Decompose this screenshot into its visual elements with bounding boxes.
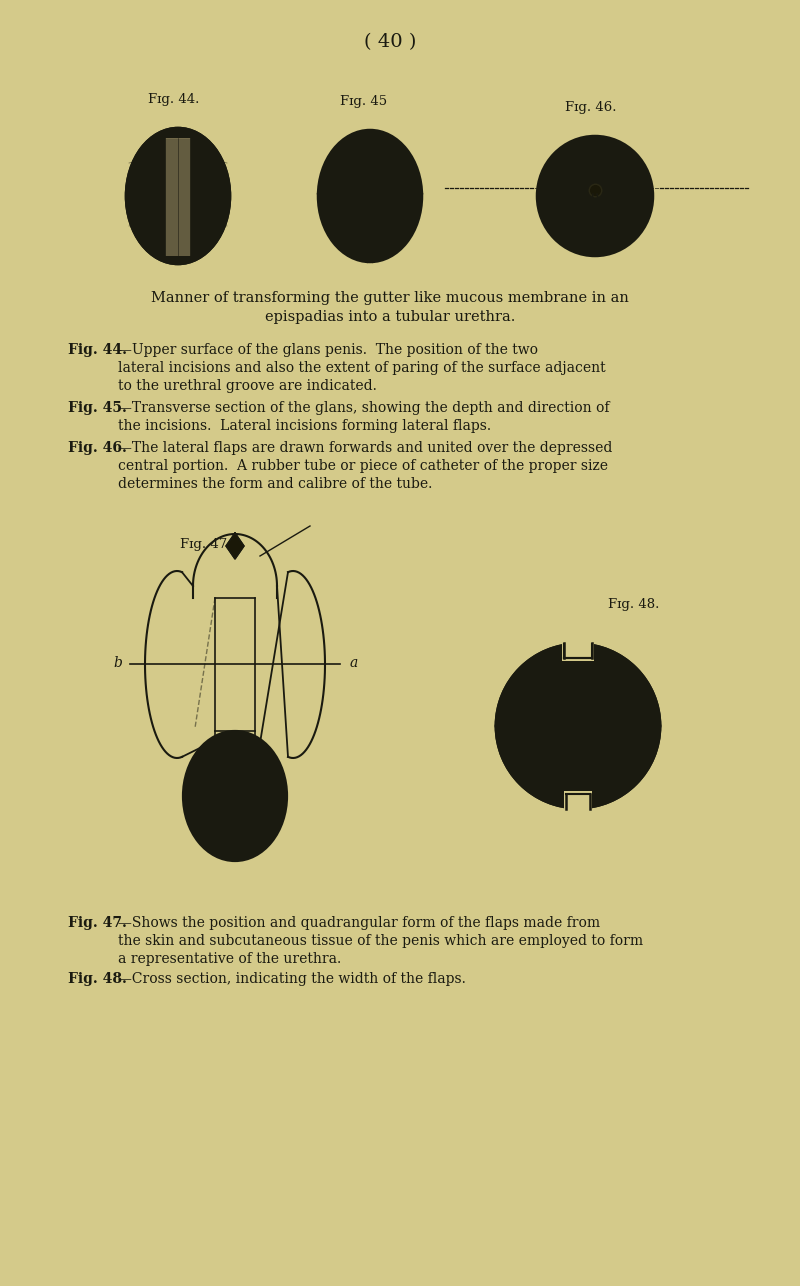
Text: Fɪg. 48.: Fɪg. 48. <box>608 598 659 611</box>
Text: determines the form and calibre of the tube.: determines the form and calibre of the t… <box>118 477 432 491</box>
Text: the skin and subcutaneous tissue of the penis which are employed to form: the skin and subcutaneous tissue of the … <box>118 934 643 948</box>
Text: —Transverse section of the glans, showing the depth and direction of: —Transverse section of the glans, showin… <box>118 401 610 415</box>
Ellipse shape <box>496 644 660 808</box>
Text: Fig. 44.: Fig. 44. <box>68 343 127 358</box>
Text: Fig. 48.: Fig. 48. <box>68 972 127 986</box>
Text: —Cross section, indicating the width of the flaps.: —Cross section, indicating the width of … <box>118 972 466 986</box>
Text: ( 40 ): ( 40 ) <box>364 33 416 51</box>
Ellipse shape <box>183 730 287 862</box>
Text: the incisions.  Lateral incisions forming lateral flaps.: the incisions. Lateral incisions forming… <box>118 419 491 433</box>
Text: —Shows the position and quadrangular form of the flaps made from: —Shows the position and quadrangular for… <box>118 916 600 930</box>
Ellipse shape <box>126 129 230 264</box>
Text: a representative of the urethra.: a representative of the urethra. <box>118 952 342 966</box>
Text: Fig. 46.: Fig. 46. <box>68 441 127 455</box>
Ellipse shape <box>537 136 653 256</box>
Text: Fɪg. 45: Fɪg. 45 <box>340 95 387 108</box>
Polygon shape <box>165 138 191 256</box>
Text: —The lateral flaps are drawn forwards and united over the depressed: —The lateral flaps are drawn forwards an… <box>118 441 612 455</box>
Polygon shape <box>562 640 594 661</box>
Text: to the urethral groove are indicated.: to the urethral groove are indicated. <box>118 379 377 394</box>
Text: central portion.  A rubber tube or piece of catheter of the proper size: central portion. A rubber tube or piece … <box>118 459 608 473</box>
Text: Fɪg. 44.: Fɪg. 44. <box>148 93 199 105</box>
Text: epispadias into a tubular urethra.: epispadias into a tubular urethra. <box>265 310 515 324</box>
Ellipse shape <box>549 154 601 222</box>
Text: Fɪg. 47.: Fɪg. 47. <box>180 538 231 550</box>
Text: b: b <box>113 656 122 670</box>
Text: lateral incisions and also the extent of paring of the surface adjacent: lateral incisions and also the extent of… <box>118 361 606 376</box>
Text: Fɪg. 46.: Fɪg. 46. <box>565 102 617 114</box>
Polygon shape <box>564 791 592 811</box>
Text: Manner of transforming the gutter like mucous membrane in an: Manner of transforming the gutter like m… <box>151 291 629 305</box>
Ellipse shape <box>201 746 269 836</box>
Text: Fig. 47.: Fig. 47. <box>68 916 127 930</box>
Ellipse shape <box>589 154 641 222</box>
Ellipse shape <box>584 685 624 766</box>
Ellipse shape <box>318 130 422 262</box>
Text: a: a <box>350 656 358 670</box>
Text: —Upper surface of the glans penis.  The position of the two: —Upper surface of the glans penis. The p… <box>118 343 538 358</box>
Polygon shape <box>226 532 244 559</box>
Text: Fig. 45.: Fig. 45. <box>68 401 127 415</box>
Ellipse shape <box>532 685 572 766</box>
